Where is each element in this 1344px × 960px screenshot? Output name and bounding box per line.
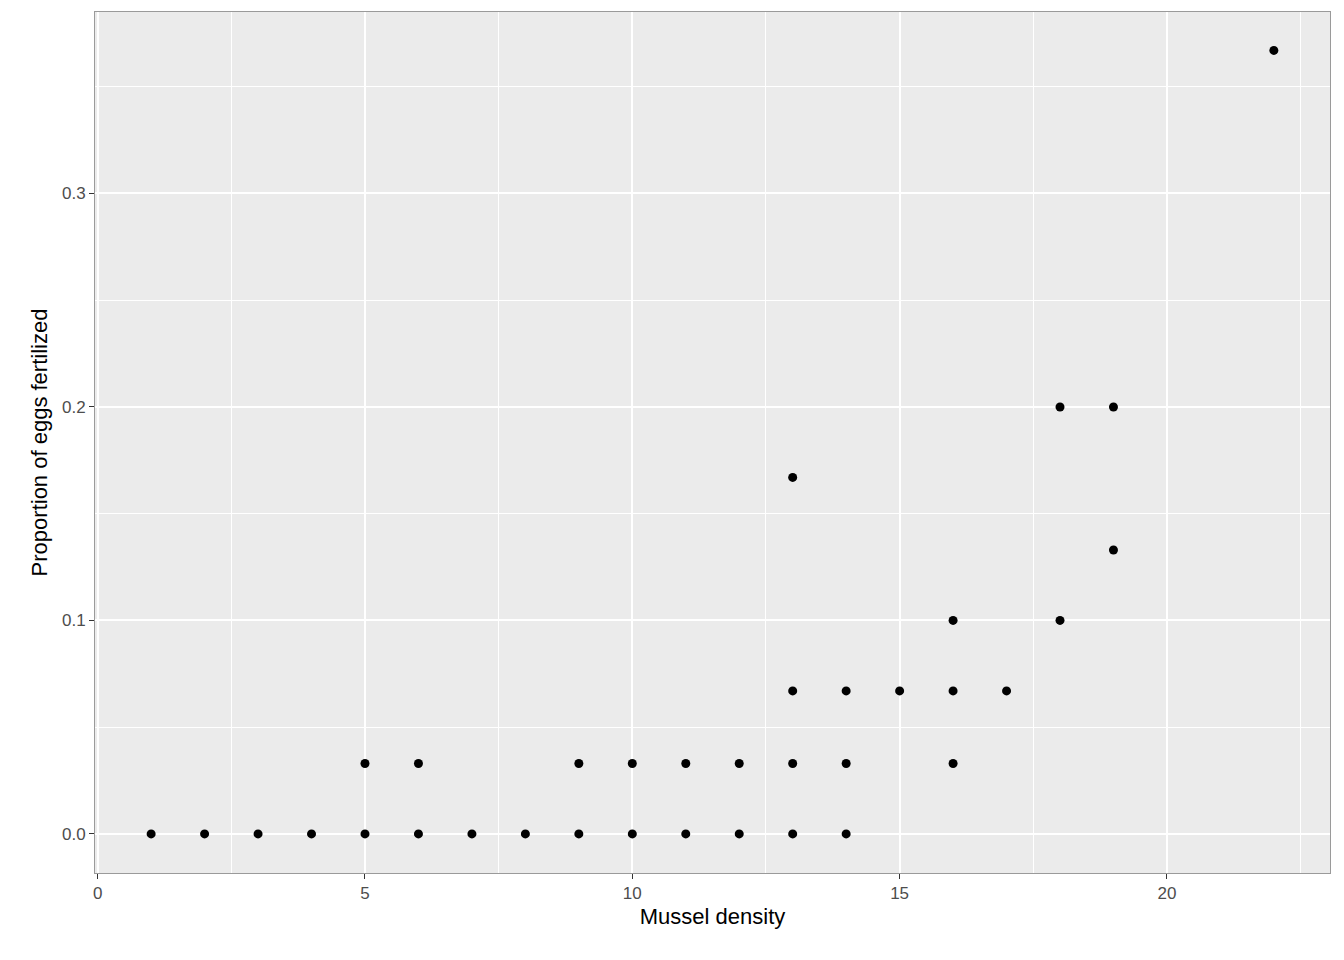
svg-text:10: 10 bbox=[623, 884, 642, 903]
svg-text:15: 15 bbox=[890, 884, 909, 903]
svg-text:0.3: 0.3 bbox=[62, 184, 86, 203]
svg-text:Proportion of eggs fertilized: Proportion of eggs fertilized bbox=[27, 309, 52, 577]
svg-text:0.1: 0.1 bbox=[62, 611, 86, 630]
svg-text:5: 5 bbox=[360, 884, 369, 903]
svg-text:20: 20 bbox=[1157, 884, 1176, 903]
svg-text:0.2: 0.2 bbox=[62, 398, 86, 417]
svg-text:0: 0 bbox=[93, 884, 102, 903]
svg-text:0.0: 0.0 bbox=[62, 825, 86, 844]
svg-text:Mussel density: Mussel density bbox=[640, 904, 786, 929]
